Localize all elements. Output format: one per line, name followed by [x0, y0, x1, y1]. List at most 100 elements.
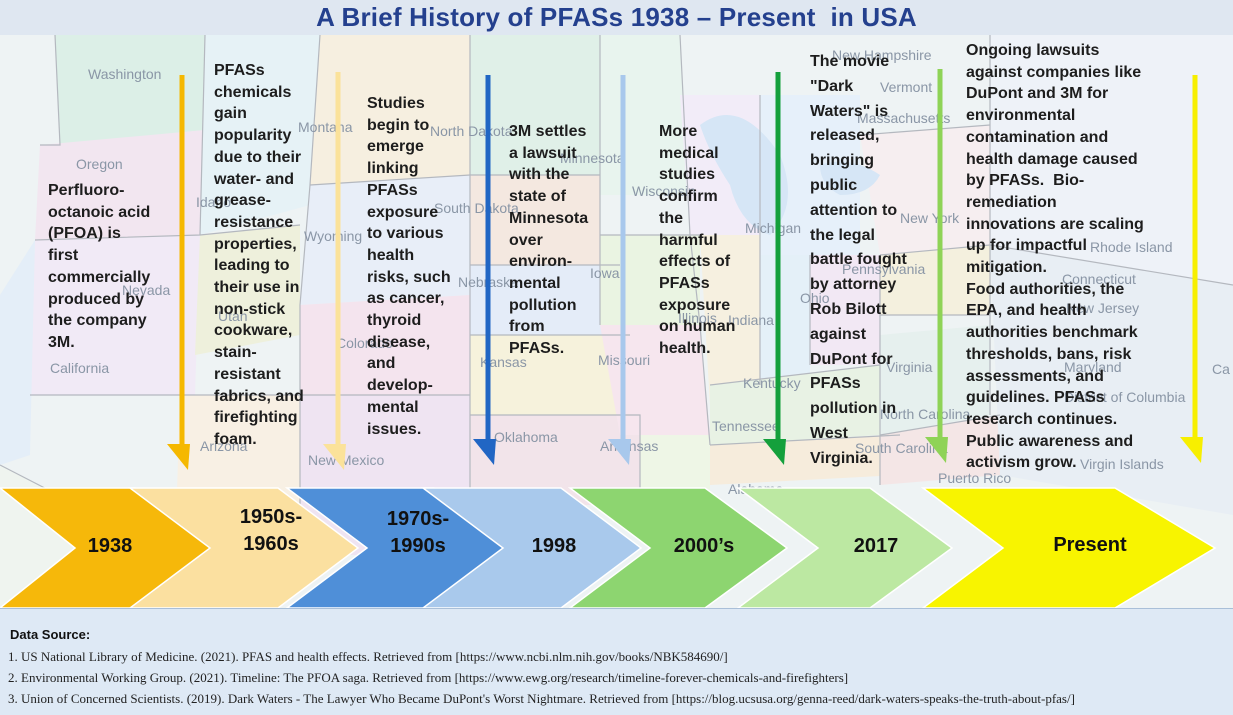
map-state-label: Maryland — [1064, 359, 1122, 375]
map-state-label: Missouri — [598, 352, 650, 368]
map-state-label: Tennessee — [712, 418, 780, 434]
map-state-label: District of Columbia — [1064, 389, 1186, 405]
region-michigan — [760, 95, 860, 255]
border-line — [470, 414, 641, 515]
map-state-label: Connecticut — [1062, 271, 1136, 287]
border-line — [709, 434, 901, 446]
data-source-panel: Data Source: 1. US National Library of M… — [0, 608, 1233, 715]
source-item-1: 1. US National Library of Medicine. (202… — [8, 649, 728, 664]
map-state-label: South Carolina — [855, 440, 948, 456]
map-state-label: Virgin Islands — [1080, 456, 1164, 472]
region-missouri — [600, 325, 710, 435]
map-state-label: North Dakota — [430, 123, 513, 139]
region-north-dakota — [470, 35, 600, 175]
map-state-label: Wyoming — [304, 228, 362, 244]
state-borders — [0, 35, 1233, 556]
map-state-label: Massachusetts — [857, 110, 950, 126]
region-indiana — [760, 255, 810, 385]
region-new-york — [860, 125, 990, 255]
region-idaho — [200, 35, 320, 235]
map-state-label: Oklahoma — [494, 429, 558, 445]
region-south-dakota — [470, 175, 600, 265]
map-state-label: Washington — [88, 66, 161, 82]
border-line — [199, 35, 206, 236]
map-state-label: New Jersey — [1066, 300, 1139, 316]
region-pennsylvania — [880, 245, 990, 315]
event-present-text: Ongoing lawsuits against companies like … — [966, 42, 1144, 472]
map-state-label: Oregon — [76, 156, 123, 172]
region-washington — [55, 35, 210, 145]
region-illinois — [700, 235, 760, 405]
map-state-label: Arkansas — [600, 438, 658, 454]
map-state-label: Ohio — [800, 290, 830, 306]
region-utah — [195, 225, 300, 355]
region-virginia — [880, 325, 990, 435]
event-1938-text: Perfluoro- octanoic acid (PFOA) is first… — [48, 182, 151, 351]
map-state-label: Minnesota — [560, 150, 625, 166]
map-state-label: Kansas — [480, 354, 527, 370]
map-state-label: Mississippi — [654, 498, 722, 514]
map-state-label: Wisconsin — [632, 183, 696, 199]
map-state-label: Ca — [1212, 361, 1230, 377]
page-title: A Brief History of PFASs 1938 – Present … — [316, 2, 917, 32]
region-nevada — [30, 235, 200, 395]
state-regions — [0, 35, 1233, 608]
border-line — [859, 124, 991, 136]
region-california — [0, 240, 35, 465]
title-bar: A Brief History of PFASs 1938 – Present … — [0, 0, 1233, 37]
map-state-label: Arizona — [200, 438, 248, 454]
map-state-label: Nevada — [122, 282, 170, 298]
source-item-3: 3. Union of Concerned Scientists. (2019)… — [8, 691, 1075, 706]
map-state-label: Rhode Island — [1090, 239, 1173, 255]
data-source-heading: Data Source: — [10, 627, 91, 642]
event-2017-text: The movie "Dark Waters" is released, bri… — [810, 53, 907, 467]
map-state-label: Iowa — [590, 265, 620, 281]
map-state-label: Colorado — [336, 335, 393, 351]
event-1970s-text: Studies begin to emerge linking PFASs ex… — [367, 95, 451, 438]
map-state-label: Michigan — [745, 220, 801, 236]
map-state-label: Kentucky — [743, 375, 801, 391]
map-state-label: Pennsylvania — [842, 261, 925, 277]
great-lakes — [700, 115, 788, 235]
region-nebraska — [470, 265, 620, 335]
border-line — [299, 35, 321, 555]
map-state-label: Virginia — [886, 359, 933, 375]
map-state-label: Utah — [218, 308, 248, 324]
border-line — [309, 174, 600, 186]
border-line — [709, 364, 881, 386]
map-background: Washington Oregon Idaho Montana Wyoming Nevad… — [0, 35, 1233, 608]
source-item-2: 2. Environmental Working Group. (2021). … — [8, 670, 849, 685]
region-kansas — [470, 335, 630, 415]
region-colorado — [300, 295, 470, 395]
border-line — [40, 35, 61, 146]
lake-erie — [820, 161, 880, 195]
map-state-label: New York — [900, 210, 960, 226]
region-kentucky — [710, 365, 880, 445]
event-1950s-text: PFASs chemicals gain popularity due to t… — [214, 62, 304, 448]
map-state-label: Vermont — [880, 79, 932, 95]
region-east-coast — [990, 245, 1233, 515]
map-svg: Washington Oregon Idaho Montana Wyoming Nevad… — [0, 35, 1233, 608]
map-state-label: California — [50, 360, 109, 376]
region-montana — [310, 35, 470, 185]
map-state-label: Alabama — [728, 481, 783, 497]
map-state-label: Illinois — [678, 310, 717, 326]
map-state-label: Alaska — [105, 595, 147, 608]
map-state-label: Georgia — [808, 489, 858, 505]
map-state-label: South Dakota — [434, 200, 519, 216]
region-wyoming — [300, 175, 470, 305]
region-oregon — [35, 130, 205, 240]
event-2000s-text: More medical studies confirm the harmful… — [659, 123, 736, 358]
border-line — [879, 244, 991, 256]
map-state-label: North Carolina — [880, 406, 970, 422]
map-state-label: Indiana — [728, 312, 774, 328]
region-ohio — [810, 255, 880, 365]
map-state-label: Montana — [298, 119, 353, 135]
region-new-england — [990, 35, 1233, 285]
region-tennessee — [710, 435, 900, 485]
border-line — [679, 35, 711, 446]
region-oklahoma — [470, 415, 640, 505]
map-state-label: New Hampshire — [832, 47, 932, 63]
map-state-label: New Mexico — [308, 452, 384, 468]
map-state-label: Puerto Rico — [938, 470, 1011, 486]
